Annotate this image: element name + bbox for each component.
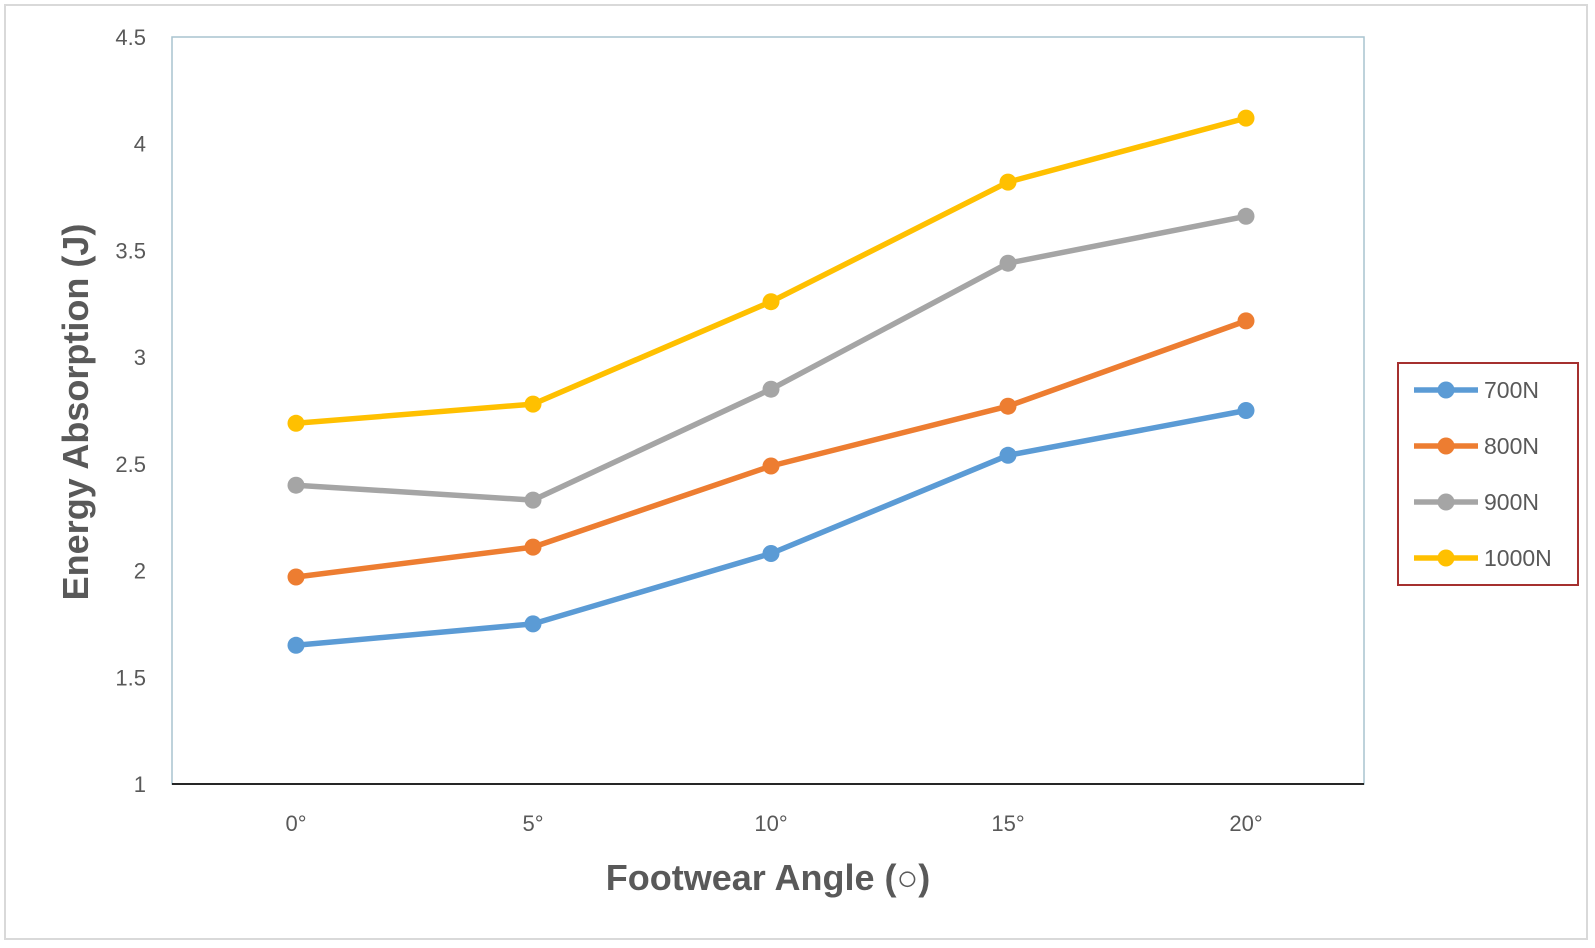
series-line bbox=[293, 318, 1249, 580]
data-point bbox=[1237, 109, 1255, 127]
legend-swatch-marker bbox=[1437, 437, 1455, 455]
x-tick-label: 0° bbox=[285, 811, 306, 836]
data-point bbox=[524, 615, 542, 633]
legend-swatch-marker bbox=[1437, 493, 1455, 511]
series-1000N bbox=[287, 109, 1255, 432]
data-point bbox=[762, 380, 780, 398]
legend-label: 800N bbox=[1484, 433, 1539, 459]
data-point bbox=[999, 446, 1017, 464]
y-axis-ticks: 1 1.5 2 2.5 3 3.5 4 4.5 bbox=[115, 25, 146, 797]
legend-item: 1000N bbox=[1414, 545, 1552, 571]
plot-area bbox=[171, 36, 1365, 785]
data-point bbox=[287, 568, 305, 586]
legend-label: 900N bbox=[1484, 489, 1539, 515]
y-axis-title: Energy Absorption (J) bbox=[55, 224, 96, 601]
y-tick-label: 2.5 bbox=[115, 452, 146, 477]
x-axis-title: Footwear Angle (○) bbox=[606, 857, 930, 898]
y-tick-label: 2 bbox=[134, 559, 146, 584]
series-900N bbox=[287, 207, 1255, 509]
data-point bbox=[762, 545, 780, 562]
data-point bbox=[1237, 312, 1255, 330]
legend-item: 700N bbox=[1414, 377, 1539, 403]
legend-swatch-marker bbox=[1437, 549, 1455, 567]
series-700N bbox=[287, 402, 1255, 654]
x-tick-label: 20° bbox=[1229, 811, 1262, 836]
data-point bbox=[762, 457, 780, 475]
series-line bbox=[293, 407, 1249, 649]
data-point bbox=[999, 397, 1017, 415]
data-point bbox=[287, 636, 305, 654]
x-axis-ticks: 0° 5° 10° 15° 20° bbox=[285, 811, 1262, 836]
data-point bbox=[524, 538, 542, 556]
data-point bbox=[999, 254, 1017, 272]
data-point bbox=[287, 414, 305, 432]
series-line bbox=[293, 115, 1249, 427]
legend-box bbox=[1397, 362, 1579, 586]
y-tick-label: 4 bbox=[134, 132, 146, 157]
data-point bbox=[762, 293, 780, 311]
data-point bbox=[524, 491, 542, 509]
x-tick-label: 10° bbox=[754, 811, 787, 836]
y-tick-label: 1 bbox=[134, 772, 146, 797]
y-tick-label: 3.5 bbox=[115, 238, 146, 263]
data-point bbox=[1237, 402, 1255, 419]
legend-items: 700N 800N 900N 1000N bbox=[1414, 377, 1552, 571]
series-800N bbox=[287, 312, 1255, 586]
data-point bbox=[1237, 207, 1255, 225]
legend-label: 700N bbox=[1484, 377, 1539, 403]
series-layer bbox=[287, 109, 1255, 654]
x-tick-label: 5° bbox=[522, 811, 543, 836]
data-point bbox=[287, 476, 305, 494]
legend-item: 900N bbox=[1414, 489, 1539, 515]
legend-item: 800N bbox=[1414, 433, 1539, 459]
legend: 700N 800N 900N 1000N bbox=[1397, 362, 1579, 586]
legend-label: 1000N bbox=[1484, 545, 1552, 571]
legend-swatch-marker bbox=[1437, 381, 1455, 399]
y-tick-label: 1.5 bbox=[115, 665, 146, 690]
x-tick-label: 15° bbox=[991, 811, 1024, 836]
data-point bbox=[999, 173, 1017, 191]
data-point bbox=[524, 395, 542, 413]
y-tick-label: 3 bbox=[134, 345, 146, 370]
y-tick-label: 4.5 bbox=[115, 25, 146, 50]
